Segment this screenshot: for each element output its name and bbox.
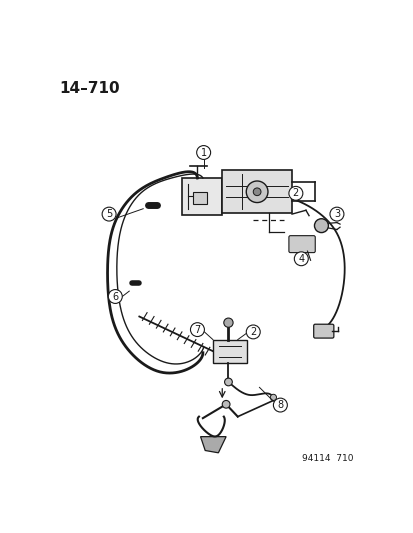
- Text: 2: 2: [292, 188, 298, 198]
- Circle shape: [224, 378, 232, 386]
- FancyBboxPatch shape: [181, 178, 222, 215]
- Text: 7: 7: [194, 325, 200, 335]
- Text: 4: 4: [297, 254, 304, 264]
- Text: 14–710: 14–710: [59, 81, 120, 96]
- Polygon shape: [200, 437, 225, 453]
- FancyBboxPatch shape: [222, 170, 291, 213]
- Text: 2: 2: [249, 327, 256, 337]
- Text: 1: 1: [200, 148, 206, 158]
- Circle shape: [273, 398, 287, 412]
- Circle shape: [314, 219, 328, 232]
- Circle shape: [288, 187, 302, 200]
- Circle shape: [270, 394, 276, 400]
- FancyBboxPatch shape: [288, 236, 314, 253]
- Text: 94114  710: 94114 710: [302, 454, 353, 463]
- Circle shape: [222, 400, 230, 408]
- Text: 3: 3: [333, 209, 339, 219]
- Circle shape: [196, 146, 210, 159]
- Circle shape: [253, 188, 260, 196]
- FancyBboxPatch shape: [212, 340, 247, 363]
- Circle shape: [102, 207, 116, 221]
- Circle shape: [223, 318, 233, 327]
- Circle shape: [246, 181, 267, 203]
- Text: 5: 5: [106, 209, 112, 219]
- FancyBboxPatch shape: [313, 324, 333, 338]
- Circle shape: [329, 207, 343, 221]
- Circle shape: [108, 289, 122, 303]
- Text: 8: 8: [277, 400, 283, 410]
- Circle shape: [190, 322, 204, 336]
- FancyBboxPatch shape: [192, 192, 206, 204]
- Circle shape: [294, 252, 308, 265]
- Text: 6: 6: [112, 292, 118, 302]
- Circle shape: [246, 325, 260, 339]
